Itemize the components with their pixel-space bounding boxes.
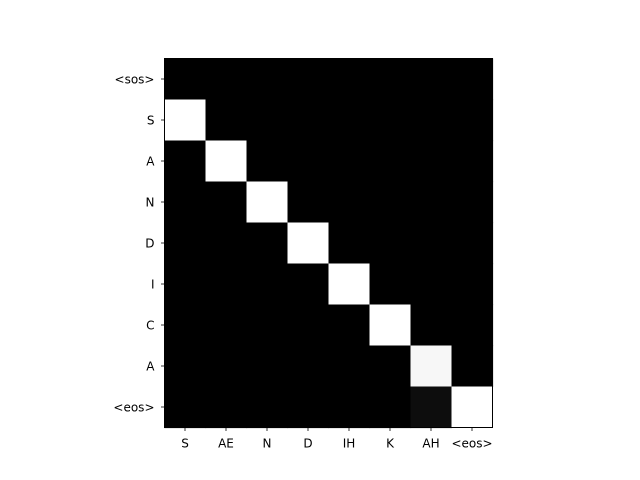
heatmap-cell-r1-c7 <box>451 99 494 142</box>
x-tick-label: <eos> <box>451 437 492 451</box>
heatmap-cell-r0-c0 <box>164 58 207 101</box>
heatmap-cell-r6-c5 <box>369 304 412 347</box>
heatmap-cell-r8-c6 <box>410 386 453 429</box>
heatmap-cell-r3-c6 <box>410 181 453 224</box>
heatmap-cell-r1-c6 <box>410 99 453 142</box>
heatmap-cell-r5-c5 <box>369 263 412 306</box>
heatmap-cell-r7-c0 <box>164 345 207 388</box>
heatmap-cell-r1-c2 <box>246 99 289 142</box>
heatmap-cell-r7-c4 <box>328 345 371 388</box>
heatmap-cell-r6-c7 <box>451 304 494 347</box>
heatmap-cell-r4-c1 <box>205 222 248 265</box>
heatmap-cell-r3-c5 <box>369 181 412 224</box>
x-tick-label: S <box>181 437 189 451</box>
heatmap-cell-r3-c2 <box>246 181 289 224</box>
y-tick-label: S <box>147 114 155 128</box>
heatmap-cell-r3-c1 <box>205 181 248 224</box>
y-axis-ticks: <sos> S A N D I C A <eos> <box>113 73 165 415</box>
heatmap-cell-r3-c3 <box>287 181 330 224</box>
heatmap-cell-r4-c7 <box>451 222 494 265</box>
heatmap-cell-r7-c2 <box>246 345 289 388</box>
heatmap-cell-r7-c5 <box>369 345 412 388</box>
x-tick-label: K <box>386 437 395 451</box>
heatmap-cell-r5-c2 <box>246 263 289 306</box>
heatmap-cell-r0-c7 <box>451 58 494 101</box>
heatmap-cell-r0-c6 <box>410 58 453 101</box>
heatmap-cell-r0-c4 <box>328 58 371 101</box>
heatmap-cell-r0-c5 <box>369 58 412 101</box>
heatmap-cell-r5-c0 <box>164 263 207 306</box>
heatmap-cell-r7-c1 <box>205 345 248 388</box>
heatmap-cell-r4-c6 <box>410 222 453 265</box>
heatmap-cell-r7-c7 <box>451 345 494 388</box>
heatmap-cell-r5-c3 <box>287 263 330 306</box>
heatmap-cell-r3-c0 <box>164 181 207 224</box>
heatmap-cell-r6-c4 <box>328 304 371 347</box>
y-tick-label: A <box>146 155 155 169</box>
y-tick-label: <sos> <box>115 73 155 87</box>
heatmap-cell-r5-c6 <box>410 263 453 306</box>
heatmap-cell-r8-c7 <box>451 386 494 429</box>
heatmap-cell-r5-c4 <box>328 263 371 306</box>
y-tick-label: D <box>145 237 154 251</box>
heatmap-cell-r2-c4 <box>328 140 371 183</box>
heatmap-cell-r8-c3 <box>287 386 330 429</box>
heatmap-cell-r1-c3 <box>287 99 330 142</box>
x-tick-label: D <box>303 437 312 451</box>
heatmap-cell-r0-c1 <box>205 58 248 101</box>
heatmap-cell-r6-c3 <box>287 304 330 347</box>
x-tick-label: N <box>263 437 272 451</box>
heatmap-cell-r8-c2 <box>246 386 289 429</box>
heatmap-cell-r6-c1 <box>205 304 248 347</box>
x-axis-ticks: S AE N D IH K AH <eos> <box>181 427 493 451</box>
heatmap-cell-r4-c5 <box>369 222 412 265</box>
heatmap-cell-r3-c7 <box>451 181 494 224</box>
heatmap-cell-r8-c5 <box>369 386 412 429</box>
heatmap-cell-r0-c2 <box>246 58 289 101</box>
y-tick-label: N <box>146 196 155 210</box>
y-tick-label: C <box>146 319 154 333</box>
x-tick-label: IH <box>343 437 356 451</box>
heatmap-cell-r1-c0 <box>164 99 207 142</box>
heatmap-cell-r4-c0 <box>164 222 207 265</box>
heatmap-cell-r5-c1 <box>205 263 248 306</box>
heatmap-cell-r2-c1 <box>205 140 248 183</box>
heatmap-cell-r1-c5 <box>369 99 412 142</box>
heatmap-cell-r1-c1 <box>205 99 248 142</box>
y-tick-label: A <box>146 360 155 374</box>
heatmap-cell-r6-c0 <box>164 304 207 347</box>
heatmap-cell-r8-c0 <box>164 386 207 429</box>
y-tick-label: I <box>151 278 155 292</box>
heatmap-cells <box>164 58 494 429</box>
heatmap-cell-r2-c2 <box>246 140 289 183</box>
x-tick-label: AE <box>218 437 234 451</box>
heatmap-cell-r2-c6 <box>410 140 453 183</box>
heatmap-cell-r2-c5 <box>369 140 412 183</box>
heatmap-cell-r2-c3 <box>287 140 330 183</box>
y-tick-label: <eos> <box>113 401 154 415</box>
heatmap-cell-r4-c2 <box>246 222 289 265</box>
heatmap-cell-r4-c4 <box>328 222 371 265</box>
heatmap-cell-r2-c7 <box>451 140 494 183</box>
heatmap-cell-r2-c0 <box>164 140 207 183</box>
heatmap-cell-r7-c6 <box>410 345 453 388</box>
heatmap-cell-r5-c7 <box>451 263 494 306</box>
heatmap-cell-r3-c4 <box>328 181 371 224</box>
heatmap-cell-r6-c6 <box>410 304 453 347</box>
heatmap-cell-r1-c4 <box>328 99 371 142</box>
heatmap-cell-r8-c1 <box>205 386 248 429</box>
x-tick-label: AH <box>422 437 439 451</box>
heatmap-cell-r6-c2 <box>246 304 289 347</box>
heatmap-cell-r0-c3 <box>287 58 330 101</box>
heatmap-cell-r4-c3 <box>287 222 330 265</box>
heatmap-cell-r7-c3 <box>287 345 330 388</box>
heatmap-cell-r8-c4 <box>328 386 371 429</box>
